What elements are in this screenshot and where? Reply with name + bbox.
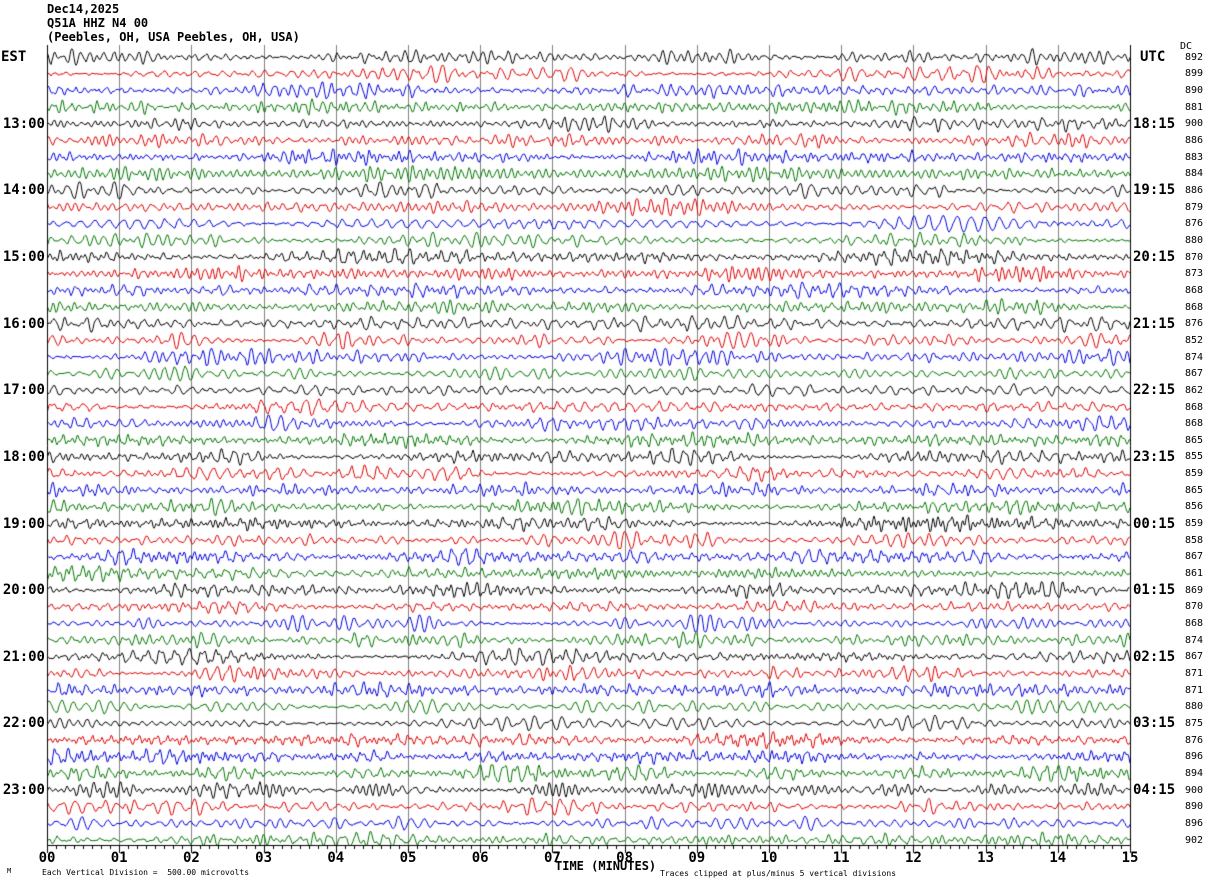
est-hour-label: 13:00 (2, 115, 45, 132)
x-tick-label: 10 (760, 850, 778, 866)
x-tick-label: 15 (1121, 850, 1139, 866)
utc-hour-label: 02:15 (1133, 648, 1176, 665)
dc-value: 868 (1185, 301, 1204, 313)
est-hour-label: 22:00 (2, 715, 45, 732)
x-tick-label: 14 (1049, 850, 1067, 866)
dc-value: 852 (1185, 334, 1204, 346)
utc-hour-label: 20:15 (1133, 249, 1176, 266)
dc-value: 894 (1185, 767, 1204, 779)
x-tick-label: 12 (904, 850, 922, 866)
dc-value: 858 (1185, 534, 1204, 546)
dc-value: 867 (1185, 651, 1204, 663)
utc-hour-label: 23:15 (1133, 448, 1176, 465)
title-station: Q51A HHZ N4 00 (47, 16, 149, 30)
dc-value: 902 (1185, 834, 1204, 846)
est-hour-label: 18:00 (2, 448, 45, 465)
est-axis-label: EST (1, 49, 27, 65)
dc-value: 876 (1185, 734, 1204, 746)
dc-value: 899 (1185, 68, 1204, 80)
dc-value: 880 (1185, 234, 1204, 246)
utc-hour-label: 19:15 (1133, 182, 1176, 199)
dc-value: 873 (1185, 268, 1204, 280)
dc-value: 896 (1185, 751, 1204, 763)
dc-value: 886 (1185, 135, 1204, 146)
dc-value: 862 (1185, 384, 1204, 396)
dc-value: 865 (1185, 484, 1204, 496)
dc-value: 867 (1185, 551, 1204, 563)
dc-value: 890 (1185, 801, 1204, 813)
dc-value: 859 (1185, 518, 1204, 529)
utc-hour-label: 00:15 (1133, 515, 1176, 532)
dc-value: 856 (1185, 501, 1204, 513)
dc-value: 883 (1185, 151, 1204, 163)
dc-value: 871 (1185, 667, 1204, 679)
utc-hour-label: 01:15 (1133, 582, 1176, 599)
utc-hour-label: 04:15 (1133, 782, 1176, 798)
dc-value: 871 (1185, 684, 1204, 696)
dc-value: 869 (1185, 584, 1204, 596)
dc-value: 880 (1185, 701, 1204, 713)
dc-value: 876 (1185, 318, 1204, 330)
utc-hour-label: 18:15 (1133, 115, 1176, 132)
utc-hour-label: 22:15 (1133, 382, 1176, 399)
est-hour-label: 21:00 (2, 648, 45, 665)
dc-value: 890 (1185, 85, 1204, 96)
dc-value: 896 (1185, 817, 1204, 829)
dc-value: 900 (1185, 118, 1204, 130)
dc-value: 868 (1185, 284, 1204, 296)
est-hour-label: 16:00 (2, 315, 45, 332)
est-hour-label: 14:00 (2, 182, 45, 199)
utc-hour-label: 21:15 (1133, 315, 1176, 332)
dc-value: 881 (1185, 101, 1204, 113)
dc-value: 900 (1185, 784, 1204, 796)
scale-note: Each Vertical Division = 500.00 microvol… (42, 868, 250, 877)
x-tick-label: 13 (977, 850, 995, 866)
dc-value: 892 (1185, 51, 1204, 63)
x-tick-label: 09 (688, 850, 706, 866)
dc-axis-label: DC (1180, 41, 1193, 52)
x-tick-label: 08 (616, 850, 634, 866)
title-date: Dec14,2025 (47, 2, 120, 16)
corner-mark: M (7, 867, 12, 875)
dc-value: 874 (1185, 634, 1204, 646)
x-tick-label: 03 (255, 850, 273, 866)
dc-value: 870 (1185, 251, 1204, 263)
dc-value: 870 (1185, 601, 1204, 613)
dc-value: 868 (1185, 401, 1204, 413)
x-axis-title: TIME (MINUTES) (555, 859, 657, 873)
dc-value: 886 (1185, 184, 1204, 196)
x-tick-label: 06 (471, 850, 489, 866)
est-hour-label: 20:00 (2, 582, 45, 599)
dc-value: 861 (1185, 568, 1204, 579)
dc-value: 884 (1185, 168, 1204, 180)
dc-value: 859 (1185, 468, 1204, 480)
dc-value: 876 (1185, 218, 1204, 230)
utc-hour-label: 03:15 (1133, 715, 1176, 732)
dc-value: 868 (1185, 618, 1204, 629)
dc-value: 855 (1185, 451, 1204, 463)
dc-value: 865 (1185, 434, 1204, 446)
title-location: (Peebles, OH, USA Peebles, OH, USA) (47, 30, 300, 44)
x-tick-label: 07 (543, 850, 561, 866)
est-hour-label: 15:00 (2, 249, 45, 266)
x-tick-label: 11 (832, 850, 850, 866)
clip-note: Traces clipped at plus/minus 5 vertical … (660, 869, 897, 878)
dc-value: 868 (1185, 418, 1204, 430)
dc-value: 875 (1185, 717, 1204, 729)
dc-value: 879 (1185, 201, 1204, 213)
x-tick-label: 02 (182, 850, 200, 866)
utc-axis-label: UTC (1140, 49, 1166, 65)
x-tick-label: 05 (399, 850, 417, 866)
dc-value: 867 (1185, 368, 1204, 380)
est-hour-label: 17:00 (2, 382, 45, 399)
dc-value: 874 (1185, 351, 1204, 363)
x-tick-label: 01 (110, 850, 128, 866)
x-tick-label: 04 (327, 850, 345, 866)
est-hour-label: 23:00 (2, 782, 45, 798)
est-hour-label: 19:00 (2, 515, 45, 532)
x-tick-label: 00 (38, 850, 56, 866)
